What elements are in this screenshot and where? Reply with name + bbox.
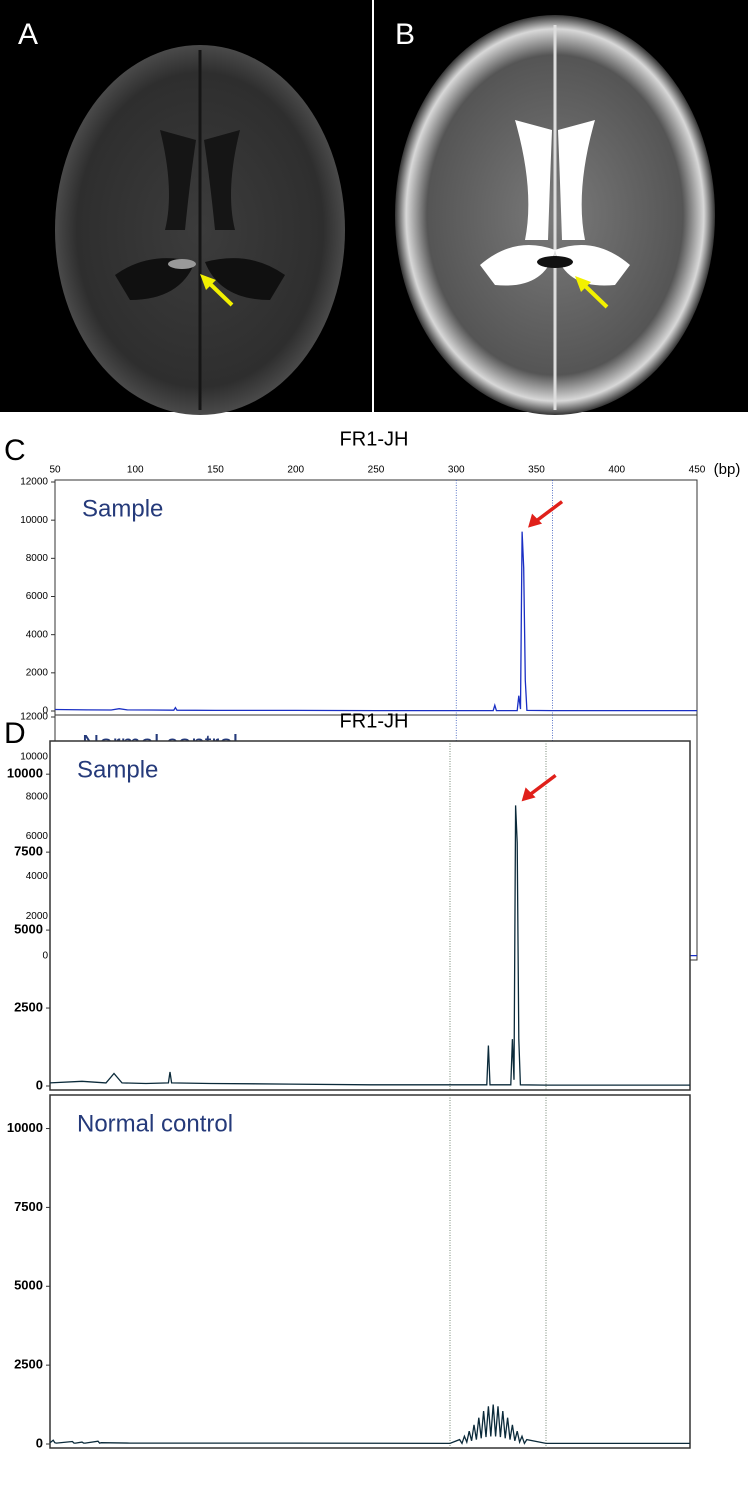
y-tick-label: 5000	[14, 922, 43, 937]
arrow-head	[521, 787, 536, 802]
legend-label: Normal control	[77, 1110, 233, 1137]
x-tick-label: 400	[608, 465, 625, 476]
x-tick-label: 100	[127, 465, 144, 476]
panel-label: A	[18, 18, 38, 51]
y-tick-label: 2500	[14, 1357, 43, 1372]
y-tick-label: 10000	[20, 515, 48, 526]
chart-title: FR1-JH	[340, 428, 409, 450]
y-tick-label: 6000	[26, 591, 49, 602]
y-tick-label: 6000	[26, 831, 49, 842]
x-tick-label: 300	[448, 465, 465, 476]
y-tick-label: 12000	[20, 477, 48, 488]
arrow-shaft	[526, 773, 557, 798]
y-tick-label: 4000	[26, 871, 49, 882]
y-tick-label: 2500	[14, 999, 43, 1014]
y-tick-label: 2000	[26, 667, 49, 678]
x-tick-label: 150	[207, 465, 224, 476]
x-tick-label: 50	[49, 465, 61, 476]
y-tick-label: 5000	[14, 1278, 43, 1293]
trace	[54, 531, 697, 712]
y-tick-label: 12000	[20, 712, 48, 723]
arrow-head	[528, 513, 543, 528]
y-tick-label: 10000	[7, 766, 43, 781]
y-tick-label: 2000	[26, 911, 49, 922]
y-tick-label: 10000	[20, 751, 48, 762]
x-tick-label: 450	[689, 465, 706, 476]
y-tick-label: 0	[42, 706, 48, 717]
y-tick-label: 7500	[14, 844, 43, 859]
y-tick-label: 8000	[26, 791, 49, 802]
x-tick-label: 350	[528, 465, 545, 476]
trace	[49, 1404, 690, 1445]
panel-label: D	[4, 717, 26, 750]
plot-frame	[49, 740, 691, 1091]
legend-label: Sample	[82, 495, 163, 522]
y-tick-label: 0	[42, 951, 48, 962]
y-tick-label: 0	[36, 1077, 43, 1092]
mri-panel-a	[0, 0, 372, 415]
panel-label: B	[395, 18, 415, 51]
plot-frame	[49, 1094, 691, 1449]
plot-frame	[54, 479, 698, 716]
chart-title: FR1-JH	[340, 710, 409, 732]
y-tick-label: 8000	[26, 553, 49, 564]
mri-panel-b	[374, 0, 748, 415]
x-axis-label: (bp)	[714, 461, 741, 478]
arrow-shaft	[533, 500, 564, 525]
x-tick-label: 250	[368, 465, 385, 476]
y-tick-label: 4000	[26, 629, 49, 640]
y-tick-label: 10000	[7, 1120, 43, 1135]
legend-label: Sample	[77, 756, 158, 783]
y-tick-label: 7500	[14, 1199, 43, 1214]
y-tick-label: 0	[36, 1435, 43, 1450]
x-tick-label: 200	[287, 465, 304, 476]
trace	[49, 805, 690, 1086]
panel-label: C	[4, 434, 26, 467]
